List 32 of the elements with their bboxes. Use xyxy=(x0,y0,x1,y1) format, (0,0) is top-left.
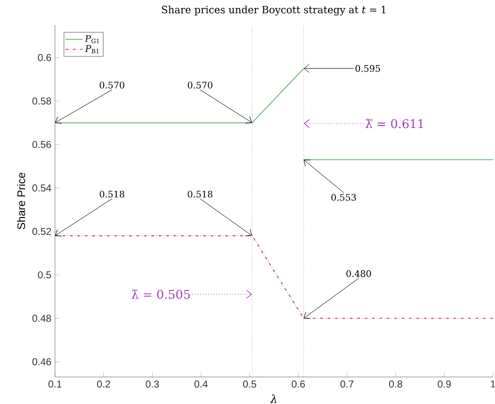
y-tick-label: 0.5 xyxy=(38,271,52,278)
x-tick-label: 0.9 xyxy=(438,380,451,388)
legend-label: P$_{G1}$ xyxy=(84,35,99,44)
legend-label: P$_{B1}$ xyxy=(84,45,99,54)
x-tick-label: 0.3 xyxy=(146,380,159,388)
y-tick-label: 0.52 xyxy=(32,228,51,235)
annotation: 0.570 xyxy=(100,82,124,89)
ref-line-label: λ̄ = 0.505 xyxy=(132,290,190,299)
chart-title: Share prices under Boycott strategy at t = 1 xyxy=(162,6,386,16)
y-tick-label: 0.58 xyxy=(32,98,52,105)
y-axis-title: Share Price xyxy=(17,172,26,230)
ref-line-label: λ̿ = 0.611 xyxy=(366,118,423,128)
annotation: 0.518 xyxy=(188,190,212,198)
x-tick-label: 0.6 xyxy=(292,380,305,388)
x-tick-label: 0.5 xyxy=(243,380,256,388)
y-tick-label: 0.46 xyxy=(32,358,52,366)
y-tick-label: 0.56 xyxy=(32,140,52,148)
x-tick-label: 0.7 xyxy=(340,380,354,388)
y-tick-label: 0.6 xyxy=(38,54,52,62)
x-tick-label: 0.2 xyxy=(97,380,110,388)
annotation: 0.595 xyxy=(356,65,380,72)
x-tick-label: 0.1 xyxy=(48,380,62,388)
annotation: 0.570 xyxy=(188,82,212,89)
annotation: 0.480 xyxy=(346,270,371,278)
y-tick-label: 0.54 xyxy=(32,184,52,192)
x-axis-title: λ xyxy=(270,394,276,403)
annotation: 0.553 xyxy=(331,194,356,201)
x-tick-label: 0.4 xyxy=(194,380,208,388)
annotation: 0.518 xyxy=(100,190,124,198)
x-tick-label: 0.8 xyxy=(389,380,402,388)
y-tick-label: 0.48 xyxy=(32,314,52,322)
x-tick-label: 1 xyxy=(490,380,495,388)
